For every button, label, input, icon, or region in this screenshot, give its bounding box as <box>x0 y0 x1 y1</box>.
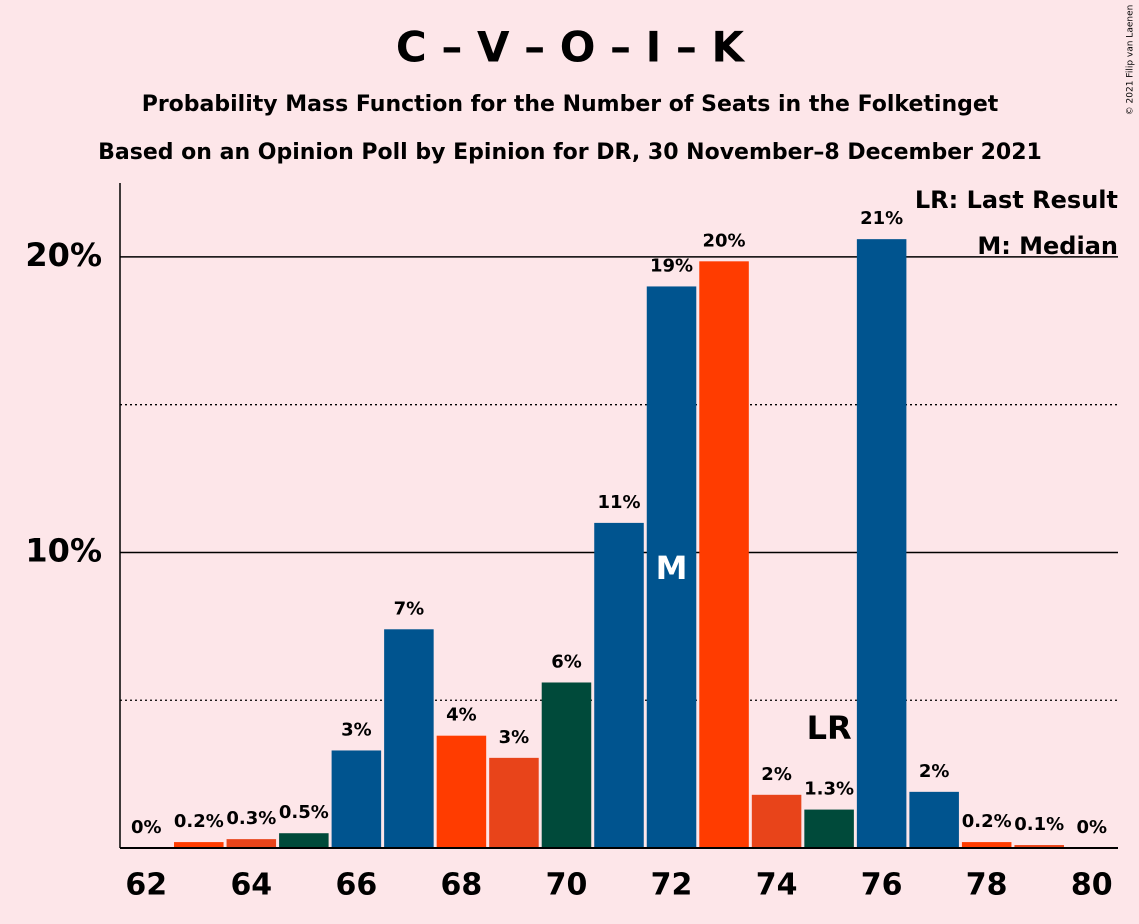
bar <box>226 839 277 848</box>
x-tick-label: 80 <box>1071 868 1113 903</box>
data-label: 11% <box>597 492 640 513</box>
bar <box>699 261 749 848</box>
data-label: 0% <box>1076 817 1107 838</box>
x-tick-label: 72 <box>651 868 693 903</box>
data-label: 2% <box>919 761 950 782</box>
data-label: 2% <box>761 764 792 785</box>
chart-title: C – V – O – I – K <box>396 23 746 72</box>
data-label: 0.2% <box>174 811 224 832</box>
bar <box>489 757 539 848</box>
annotation: LR <box>807 709 852 747</box>
x-tick-label: 64 <box>230 868 272 903</box>
bar <box>646 286 697 848</box>
bar <box>961 842 1012 848</box>
bar <box>804 809 854 848</box>
data-label: 19% <box>650 255 693 276</box>
data-label: 3% <box>499 727 530 748</box>
annotation: M <box>656 549 688 587</box>
legend-entry: M: Median <box>977 232 1118 260</box>
bar <box>1014 845 1064 848</box>
copyright: © 2021 Filip van Laenen <box>1126 5 1136 116</box>
legend-entry: LR: Last Result <box>915 186 1118 214</box>
bar <box>331 750 382 848</box>
y-tick-label: 20% <box>25 236 102 274</box>
data-label: 0.5% <box>279 802 329 823</box>
x-tick-label: 70 <box>546 868 588 903</box>
data-label: 0% <box>131 817 162 838</box>
data-label: 7% <box>394 598 425 619</box>
data-label: 6% <box>551 651 582 672</box>
data-label: 3% <box>341 719 372 740</box>
bar <box>384 629 434 848</box>
x-tick-label: 66 <box>335 868 377 903</box>
bar <box>436 735 487 848</box>
x-tick-label: 74 <box>756 868 798 903</box>
data-label: 0.1% <box>1014 814 1064 835</box>
chart-subtitle: Probability Mass Function for the Number… <box>142 92 999 117</box>
x-tick-label: 68 <box>441 868 483 903</box>
bar <box>174 842 224 848</box>
bar <box>751 794 802 848</box>
bar <box>279 833 329 848</box>
data-label: 4% <box>446 705 477 726</box>
bar <box>541 682 592 848</box>
bar <box>909 791 959 848</box>
x-tick-label: 62 <box>125 868 167 903</box>
x-tick-label: 76 <box>861 868 903 903</box>
data-label: 0.2% <box>962 811 1012 832</box>
bar <box>594 522 644 848</box>
data-label: 1.3% <box>804 779 854 800</box>
x-tick-label: 78 <box>966 868 1008 903</box>
bar <box>856 239 907 849</box>
data-label: 20% <box>703 230 746 251</box>
data-label: 0.3% <box>226 808 276 829</box>
data-label: 21% <box>860 208 903 229</box>
y-tick-label: 10% <box>25 531 102 569</box>
chart-subtitle: Based on an Opinion Poll by Epinion for … <box>98 140 1042 165</box>
